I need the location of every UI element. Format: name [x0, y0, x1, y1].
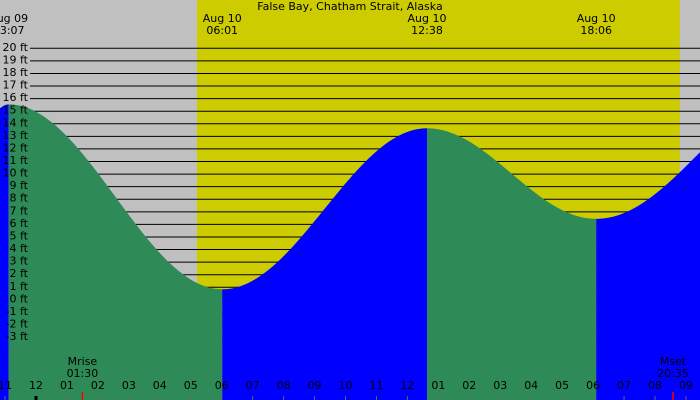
y-tick-label: 1 ft [10, 280, 29, 293]
rising-tide [596, 152, 700, 400]
y-tick-label: -3 ft [6, 330, 29, 343]
x-tick-label: 12 [29, 379, 43, 392]
x-tick-label: 02 [91, 379, 105, 392]
y-tick-label: 3 ft [10, 255, 29, 268]
x-tick-label: 12 [400, 379, 414, 392]
y-tick-label: 12 ft [3, 141, 29, 154]
x-tick-label: 08 [648, 379, 662, 392]
y-tick-label: 7 ft [10, 204, 29, 217]
falling-tide [426, 128, 597, 400]
y-tick-label: -2 ft [6, 318, 29, 331]
y-tick-label: 10 ft [3, 167, 29, 180]
x-tick-label: 04 [524, 379, 538, 392]
x-tick-label: 07 [617, 379, 631, 392]
x-tick-label: 03 [493, 379, 507, 392]
y-tick-label: 20 ft [3, 41, 29, 54]
x-tick-label: 09 [679, 379, 693, 392]
y-tick-label: 9 ft [10, 179, 29, 192]
y-tick-label: 6 ft [10, 217, 29, 230]
falling-tide [8, 104, 223, 400]
y-tick-label: 5 ft [10, 229, 29, 242]
extreme-time: 23:07 [0, 24, 25, 37]
x-tick-label: 02 [462, 379, 476, 392]
x-tick-label: 05 [184, 379, 198, 392]
x-tick-label: 11 [369, 379, 383, 392]
extreme-date: Aug 09 [0, 12, 28, 25]
x-tick-label: 04 [153, 379, 167, 392]
x-tick-label: 03 [122, 379, 136, 392]
y-tick-label: 17 ft [3, 79, 29, 92]
y-tick-label: 19 ft [3, 53, 29, 66]
x-tick-label: 01 [60, 379, 74, 392]
extreme-time: 12:38 [411, 24, 443, 37]
x-tick-label: 08 [277, 379, 291, 392]
y-tick-label: 16 ft [3, 91, 29, 104]
extreme-date: Aug 10 [577, 12, 616, 25]
y-tick-label: -1 ft [6, 305, 29, 318]
x-tick-label: 01 [431, 379, 445, 392]
rising-tide [222, 128, 427, 400]
extreme-time: 06:01 [206, 24, 238, 37]
y-tick-label: 18 ft [3, 66, 29, 79]
extreme-date: Aug 10 [203, 12, 242, 25]
y-tick-label: 13 ft [3, 129, 29, 142]
y-tick-label: 2 ft [10, 267, 29, 280]
extreme-date: Aug 10 [407, 12, 446, 25]
rising-tide [0, 104, 9, 400]
x-tick-label: 09 [308, 379, 322, 392]
moon-label: Mrise [68, 355, 98, 368]
x-tick-label: 10 [338, 379, 352, 392]
y-tick-label: 11 ft [3, 154, 29, 167]
x-tick-label: 06 [586, 379, 600, 392]
moon-time: 01:30 [67, 367, 99, 380]
moon-label: Mset [660, 355, 687, 368]
y-tick-label: 4 ft [10, 242, 29, 255]
x-tick-label: 11 [0, 379, 12, 392]
x-tick-label: 07 [246, 379, 260, 392]
extreme-time: 18:06 [580, 24, 612, 37]
chart-title: False Bay, Chatham Strait, Alaska [257, 0, 442, 13]
moon-time: 20:35 [657, 367, 689, 380]
x-tick-label: 05 [555, 379, 569, 392]
y-tick-label: 15 ft [3, 104, 29, 117]
y-tick-label: 14 ft [3, 116, 29, 129]
x-tick-label: 06 [215, 379, 229, 392]
y-tick-label: 8 ft [10, 192, 29, 205]
y-tick-label: 0 ft [10, 292, 29, 305]
